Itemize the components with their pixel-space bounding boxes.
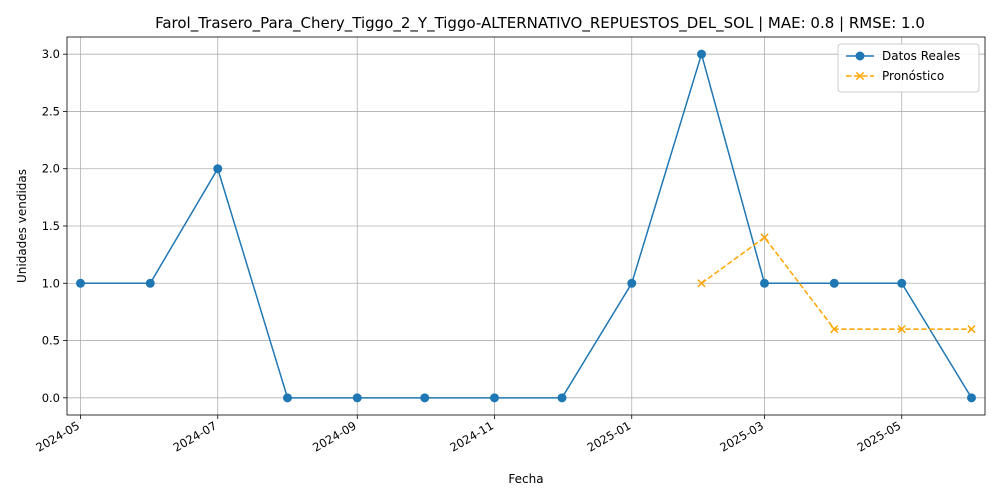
data-point [760,278,769,288]
data-point [145,278,155,288]
data-point [490,393,499,403]
x-tick-label: 2024-09 [310,418,359,454]
data-point [213,164,223,174]
data-point [967,393,976,403]
y-tick-label: 0.0 [42,391,60,405]
data-point [76,278,85,288]
y-tick-label: 3.0 [42,47,60,61]
data-point [627,278,637,288]
data-point [830,324,839,334]
x-tick-label: 2024-07 [171,418,220,454]
x-tick-label: 2024-05 [33,418,82,454]
legend-label: Datos Reales [882,49,960,63]
y-axis-label: Unidades vendidas [15,169,29,283]
series-actual [76,49,976,403]
data-point [760,233,769,242]
data-point [829,278,839,288]
chart-title: Farol_Trasero_Para_Chery_Tiggo_2_Y_Tiggo… [155,14,925,33]
x-axis-label: Fecha [508,472,543,486]
legend: Datos Reales Pronóstico [837,43,980,93]
data-point [697,49,706,59]
data-point [557,393,567,403]
data-point [697,279,706,288]
x-tick-label: 2025-03 [717,418,766,454]
data-point [420,393,430,403]
x-axis-ticks: 2024-05 2024-07 2024-09 2024-11 2025-01 2025-… [33,415,903,455]
x-tick-label: 2025-01 [585,418,634,454]
y-tick-label: 2.5 [42,104,60,118]
data-point [967,324,976,334]
series-forecast [697,233,976,334]
grid-lines [67,37,985,415]
y-tick-label: 0.5 [42,334,60,348]
legend-item: Datos Reales [846,49,960,63]
data-point [897,324,906,334]
legend-item: Pronóstico [846,69,944,83]
data-point [352,393,362,403]
x-tick-label: 2024-11 [447,418,496,454]
y-tick-label: 1.5 [42,219,60,233]
y-tick-label: 2.0 [42,162,60,176]
series-line [80,51,973,399]
series-layer [76,49,976,403]
data-point [283,393,292,403]
y-axis-ticks: 0.0 0.5 1.0 1.5 2.0 2.5 3.0 [42,47,67,405]
data-point [897,278,907,288]
legend-marker [855,51,865,61]
legend-label: Pronóstico [882,69,944,83]
legend-marker [855,71,865,81]
y-tick-label: 1.0 [42,276,60,290]
x-tick-label: 2025-05 [855,418,904,454]
